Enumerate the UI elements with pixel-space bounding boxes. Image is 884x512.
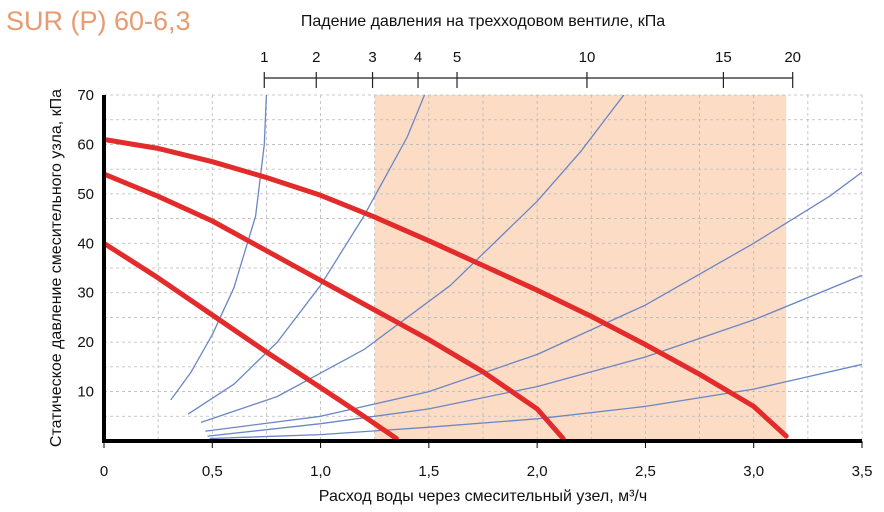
y-axis-ticks: 10 20 30 40 50 60 70: [77, 87, 94, 401]
top-axis-label: Падение давления на трехходовом вентиле,…: [301, 13, 665, 30]
x-axis-label: Расход воды через смесительный узел, м³/…: [319, 488, 647, 505]
x-axis-tick-label: 1,0: [310, 463, 331, 480]
system-curve: [209, 363, 862, 440]
x-axis-tick-label: 3,5: [852, 463, 873, 480]
y-axis-tick-label: 60: [77, 136, 94, 153]
system-curve: [187, 95, 426, 415]
y-axis-tick-label: 20: [77, 334, 94, 351]
x-axis-tick-label: 3,0: [743, 463, 764, 480]
grid: [104, 94, 863, 441]
top-axis-tick-label: 5: [453, 49, 461, 66]
x-axis-tick-label: 2,5: [635, 463, 656, 480]
pump-curve: [104, 137, 789, 439]
axes: [102, 95, 862, 443]
pump-curve: [104, 171, 566, 441]
y-axis-tick-label: 40: [77, 235, 94, 252]
pump-curve: [104, 240, 399, 441]
x-axis-tick-label: 1,5: [418, 463, 439, 480]
system-curve: [205, 171, 862, 432]
y-axis-tick-label: 70: [77, 87, 94, 104]
top-axis-tick-label: 1: [260, 49, 268, 66]
top-axis-tick-label: 15: [715, 49, 732, 66]
system-curves: [170, 95, 862, 440]
x-axis-tick-label: 0,5: [202, 463, 223, 480]
x-axis-tick-label: 0: [100, 463, 108, 480]
x-axis-tick-label: 2,0: [527, 463, 548, 480]
top-axis: 1 2 3 4 5 10 15 20: [260, 49, 801, 88]
y-axis-tick-label: 50: [77, 186, 94, 203]
y-axis-label: Статическое давление смесительного узла,…: [48, 89, 65, 447]
top-axis-tick-label: 3: [368, 49, 376, 66]
system-curve: [200, 95, 625, 423]
top-axis-tick-label: 2: [312, 49, 320, 66]
pump-curves: [104, 137, 789, 441]
top-axis-tick-label: 10: [579, 49, 596, 66]
top-axis-tick-label: 20: [784, 49, 801, 66]
system-curve: [207, 274, 862, 437]
y-axis-tick-label: 30: [77, 285, 94, 302]
y-axis-tick-label: 10: [77, 384, 94, 401]
chart-title: SUR (P) 60-6,3: [6, 6, 191, 36]
x-axis-ticks: 0 0,5 1,0 1,5 2,0 2,5 3,0 3,5: [100, 441, 873, 480]
top-axis-tick-label: 4: [414, 49, 422, 66]
system-curve: [170, 95, 268, 401]
